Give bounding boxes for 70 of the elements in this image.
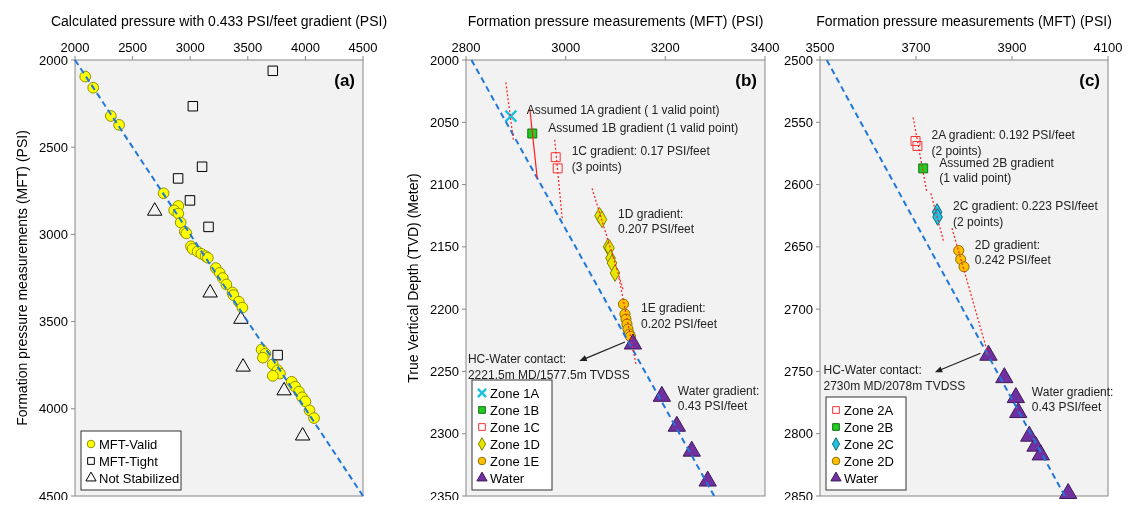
legend-label: Zone 2D [844,453,894,469]
annotation: 2D gradient: 0.242 PSI/feet [974,237,1052,268]
y-tick-label: 2500 [39,139,68,155]
y-tick-label: 2000 [39,52,68,68]
y-tick-label: 2550 [784,114,813,130]
y-tick-label: 3000 [39,226,68,242]
y-tick-label: 2250 [430,363,459,379]
x-tick-label: 3500 [805,40,835,55]
x-tick-label: 2500 [118,40,148,55]
y-axis-title: True Vertical Depth (TVD) (Meter) [405,173,421,383]
legend-label: Water [844,470,879,486]
annotation: 2C gradient: 0.223 PSI/feet (2 points) [953,199,1099,229]
legend-label: Zone 1E [490,453,540,469]
y-axis-title: Formation pressure measurements (MFT) (PSI) [14,130,30,426]
legend-label: Zone 1A [490,385,540,401]
y-tick-label: 4000 [39,401,68,417]
y-tick-label: 2300 [430,426,459,442]
y-tick-label: 2200 [430,301,459,317]
y-tick-label: 3500 [39,314,68,330]
x-tick-label: 3200 [650,40,680,55]
x-tick-label: 4000 [290,40,320,55]
x-tick-label: 3400 [750,40,780,55]
legend-label: Zone 1D [490,436,540,452]
x-tick-label: 4500 [348,40,378,55]
legend-label: Water [490,470,525,486]
annotation: (c) [1079,71,1100,90]
y-tick-label: 2750 [784,363,813,379]
annotation: HC-Water contact: 2730m MD/2078m TVDSS [823,363,966,394]
x-tick-label: 3700 [901,40,931,55]
y-tick-label: 2150 [430,239,459,255]
y-tick-label: 2050 [430,114,459,130]
x-tick-label: 3900 [997,40,1027,55]
y-tick-label: 2500 [784,52,813,68]
x-tick-label: 3500 [233,40,263,55]
x-tick-label: 3000 [551,40,581,55]
legend-label: Zone 1B [490,402,540,418]
annotation: Assumed 1A gradient ( 1 valid point) [526,103,720,118]
y-tick-label: 2100 [430,177,459,193]
annotation: HC-Water contact: 2221.5m MD/1577.5m TVDSS [467,352,630,382]
y-tick-label: 2800 [784,426,813,442]
annotation: 1E gradient: 0.202 PSI/feet [640,301,718,331]
legend-label: Zone 1C [490,419,540,435]
x-tick-label: 2800 [451,40,481,55]
annotation: 1D gradient: 0.207 PSI/feet [618,206,695,237]
annotation: (a) [334,71,355,90]
x-tick-label: 2000 [60,40,90,55]
legend-label: Zone 2A [844,402,894,418]
y-tick-label: 2350 [430,488,459,504]
x-tick-label: 4100 [1093,40,1123,55]
y-tick-label: 2850 [784,488,813,504]
legend-label: MFT-Valid [99,436,158,452]
annotation: Assumed 1B gradient (1 valid point) [548,120,739,135]
annotation: Water gradient: 0.43 PSI/feet [677,383,760,414]
annotation: 1C gradient: 0.17 PSI/feet (3 points) [571,144,711,174]
legend-label: Not Stabilized [99,470,180,486]
x-tick-label: 3000 [175,40,205,55]
y-tick-label: 2000 [430,52,459,68]
annotation: 2A gradient: 0.192 PSI/feet (2 points) [931,128,1076,158]
y-tick-label: 2600 [784,177,813,193]
y-tick-label: 4500 [39,488,68,504]
x-axis-title: Formation pressure measurements (MFT) (PSI) [467,13,764,29]
legend-label: Zone 2B [844,419,894,435]
legend-label: MFT-Tight [99,453,159,469]
y-tick-label: 2700 [784,301,813,317]
x-axis-title: Calculated pressure with 0.433 PSI/feet gradient (PSI) [50,13,388,29]
y-tick-label: 2650 [784,239,813,255]
x-axis-title: Formation pressure measurements (MFT) (PSI) [816,13,1112,29]
annotation: Water gradient: 0.43 PSI/feet [1031,384,1114,415]
annotation: (b) [735,71,757,90]
legend-label: Zone 2C [844,436,894,452]
